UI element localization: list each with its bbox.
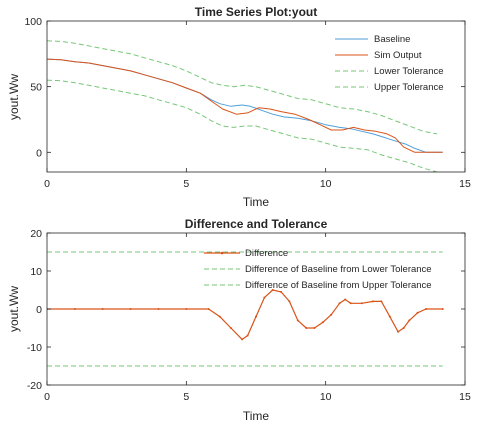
series-line-sim-output <box>47 58 443 153</box>
data-point <box>255 315 257 318</box>
y-tick-label: -10 <box>27 342 42 354</box>
data-point <box>129 308 132 310</box>
data-point <box>305 327 308 329</box>
chart-title: Time Series Plot:yout <box>195 5 317 19</box>
data-point <box>271 289 274 291</box>
data-point <box>296 319 299 322</box>
data-point <box>218 315 221 318</box>
legend-entry-difference: Difference <box>204 248 288 259</box>
data-point <box>388 315 391 318</box>
series-line-upper-tolerance <box>47 40 438 135</box>
data-point <box>360 302 363 305</box>
x-tick-label: 5 <box>183 178 189 190</box>
legend-label-upper-diff: Difference of Baseline from Upper Tolera… <box>245 280 432 291</box>
legend-entry-upper-diff: Difference of Baseline from Upper Tolera… <box>204 280 432 291</box>
data-point <box>313 327 316 329</box>
legend-label-baseline: Baseline <box>374 34 410 45</box>
x-tick-label: 15 <box>459 178 471 190</box>
data-point <box>321 321 324 324</box>
data-point <box>73 308 76 310</box>
x-tick-label: 10 <box>320 178 332 190</box>
data-point <box>441 308 444 310</box>
x-axis-label: Time <box>243 409 270 423</box>
legend-marker-difference <box>220 251 224 255</box>
legend-label-difference: Difference <box>245 248 288 259</box>
data-point <box>408 319 411 322</box>
data-point <box>207 308 210 310</box>
legend: Baseline Sim Output Lower Tolerance Uppe… <box>335 34 444 93</box>
legend-entry-sim-output: Sim Output <box>335 50 422 61</box>
data-point <box>280 290 283 293</box>
y-tick-label: 10 <box>30 266 42 278</box>
data-point <box>157 308 160 310</box>
data-point <box>425 308 427 310</box>
data-point <box>344 298 347 301</box>
y-tick-label: 0 <box>36 147 42 159</box>
y-tick-label: 100 <box>24 16 42 28</box>
legend-label-upper-tolerance: Upper Tolerance <box>374 82 444 93</box>
x-tick-label: 5 <box>183 391 189 403</box>
data-point <box>241 338 244 341</box>
plot-frame <box>46 20 466 173</box>
y-tick-label: 20 <box>30 228 42 240</box>
legend-entry-upper-tolerance: Upper Tolerance <box>335 82 444 93</box>
series-line-difference <box>47 289 443 340</box>
data-point <box>185 308 188 310</box>
legend-entry-lower-diff: Difference of Baseline from Lower Tolera… <box>204 264 432 275</box>
data-point <box>416 311 419 314</box>
series-layer <box>47 40 443 172</box>
data-point <box>246 334 249 337</box>
data-point <box>349 302 352 305</box>
data-point <box>288 300 291 303</box>
data-point <box>397 330 400 333</box>
y-tick-label: 50 <box>30 82 42 94</box>
legend-entry-lower-tolerance: Lower Tolerance <box>335 66 444 77</box>
data-point <box>372 300 374 303</box>
legend-entry-baseline: Baseline <box>335 34 410 45</box>
legend: Difference Difference of Baseline from L… <box>204 248 432 291</box>
data-point <box>330 313 333 316</box>
y-axis-label: yout.Ww <box>7 74 21 120</box>
difference-chart: Difference and Tolerance 0 5 10 15 -20 -10 0 10… <box>7 217 471 423</box>
legend-label-sim-output: Sim Output <box>374 50 422 61</box>
data-point <box>263 296 266 299</box>
data-point <box>101 308 104 310</box>
legend-label-lower-diff: Difference of Baseline from Lower Tolera… <box>245 264 432 275</box>
x-tick-label: 10 <box>320 391 332 403</box>
data-point <box>380 300 383 303</box>
data-point <box>402 327 405 329</box>
y-tick-label: -20 <box>27 380 42 392</box>
chart-title: Difference and Tolerance <box>185 217 328 231</box>
x-axis-label: Time <box>243 195 270 209</box>
series-layer <box>47 251 444 367</box>
plot-frame <box>46 232 466 386</box>
x-tick-label: 15 <box>459 391 471 403</box>
y-tick-label: 0 <box>36 304 42 316</box>
y-axis-label: yout.Ww <box>7 286 21 332</box>
legend-label-lower-tolerance: Lower Tolerance <box>374 66 444 77</box>
series-line-lower-tolerance <box>47 79 438 172</box>
x-tick-label: 0 <box>44 178 50 190</box>
x-tick-label: 0 <box>44 391 50 403</box>
data-point <box>229 327 232 329</box>
data-point <box>338 302 341 305</box>
